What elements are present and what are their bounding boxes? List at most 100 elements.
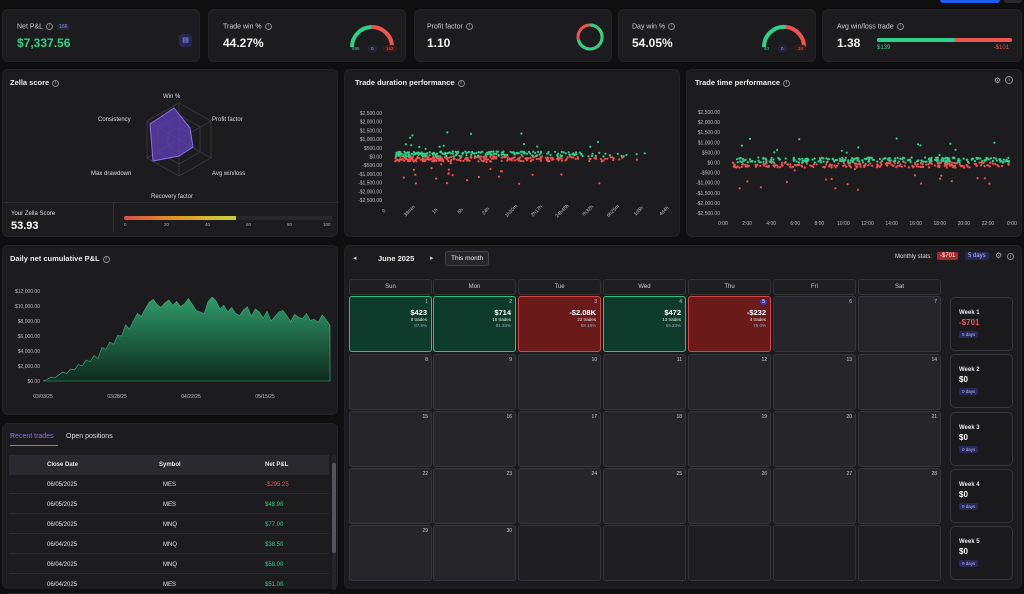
table-row[interactable]: 06/04/2025 MNQ $38.50: [9, 535, 329, 554]
week-days-badge: 0 days: [959, 503, 979, 510]
calendar-day[interactable]: 7: [858, 296, 941, 352]
week-summary[interactable]: Week 2 $0 0 days: [950, 354, 1013, 408]
info-icon[interactable]: i: [102, 255, 110, 263]
scatter-point: [861, 159, 864, 162]
scatter-point: [920, 162, 923, 165]
scatter-point: [518, 159, 521, 162]
scatter-point: [922, 160, 925, 163]
scatter-point: [776, 148, 779, 152]
scatter-point: [567, 151, 570, 154]
scatter-point: [523, 152, 526, 155]
calendar-day[interactable]: 5 -$232 4 trades 75.0%: [688, 296, 771, 352]
next-month-icon[interactable]: ▸: [430, 255, 434, 262]
calendar-day[interactable]: 1 $423 8 trades 87.5%: [349, 296, 432, 352]
calendar-day[interactable]: 18: [603, 411, 686, 467]
scatter-point: [917, 165, 920, 168]
top-menu-button[interactable]: [1004, 0, 1022, 3]
scatter-point: [522, 160, 525, 163]
info-icon[interactable]: i: [1005, 76, 1013, 84]
scatter-point: [480, 159, 483, 162]
calendar-day[interactable]: 21: [858, 411, 941, 467]
scatter-point: [989, 157, 993, 160]
info-icon[interactable]: i: [465, 23, 473, 30]
week-summary[interactable]: Week 1 -$701 5 days: [950, 297, 1013, 351]
info-icon[interactable]: i: [896, 23, 904, 30]
scatter-point: [812, 165, 815, 169]
calendar-day[interactable]: 27: [773, 468, 856, 524]
scatter-point: [453, 158, 456, 161]
info-icon[interactable]: i: [668, 23, 676, 30]
calendar-day[interactable]: 29: [349, 525, 432, 581]
tab-open-positions[interactable]: Open positions: [66, 433, 113, 440]
table-row[interactable]: 06/05/2025 MNQ $77.00: [9, 515, 329, 534]
scatter-point: [427, 158, 431, 161]
scatter-point: [759, 164, 762, 167]
table-scrollbar[interactable]: [332, 455, 336, 590]
scatter-point: [425, 154, 428, 157]
info-icon[interactable]: i: [52, 79, 60, 87]
calendar-day[interactable]: 30: [433, 525, 516, 581]
scatter-point: [849, 159, 852, 162]
scatter-point: [477, 160, 480, 163]
calendar-day[interactable]: 24: [518, 468, 601, 524]
info-icon[interactable]: i: [1007, 253, 1014, 260]
week-summary[interactable]: Week 4 $0 0 days: [950, 469, 1013, 523]
scatter-point: [643, 152, 646, 155]
calendar-day[interactable]: 19: [688, 411, 771, 467]
this-month-button[interactable]: This month: [445, 251, 490, 266]
week-summary[interactable]: Week 5 $0 0 days: [950, 526, 1013, 580]
x-tick-label: 03/28/25: [107, 394, 127, 400]
scatter-point: [979, 157, 982, 160]
info-icon[interactable]: i: [46, 23, 54, 30]
calendar-day[interactable]: 2 $714 16 trades 81.33%: [433, 296, 516, 352]
calendar-day[interactable]: 6: [773, 296, 856, 352]
calendar-day[interactable]: 17: [518, 411, 601, 467]
calendar-day[interactable]: 28: [858, 468, 941, 524]
calendar-day[interactable]: 16: [433, 411, 516, 467]
calendar-day[interactable]: 8: [349, 354, 432, 410]
table-row[interactable]: 06/04/2025 MNQ $58.00: [9, 555, 329, 574]
avg-wl-value: 1.38: [837, 36, 861, 50]
scatter-point: [943, 157, 946, 160]
scatter-point: [896, 164, 899, 167]
calendar-day[interactable]: 20: [773, 411, 856, 467]
info-icon[interactable]: i: [783, 79, 791, 87]
calendar-day[interactable]: 13: [773, 354, 856, 410]
calendar-day[interactable]: 26: [688, 468, 771, 524]
scatter-point: [835, 164, 839, 167]
calendar-day[interactable]: 23: [433, 468, 516, 524]
table-row[interactable]: 06/05/2025 MES $48.90: [9, 495, 329, 514]
week-summary[interactable]: Week 3 $0 0 days: [950, 412, 1013, 466]
calendar-day[interactable]: 25: [603, 468, 686, 524]
calendar-day[interactable]: 22: [349, 468, 432, 524]
calendar-day[interactable]: 12: [688, 354, 771, 410]
calculator-icon[interactable]: ▤: [179, 34, 192, 47]
col-close-date[interactable]: Close Date: [47, 462, 79, 468]
calendar-day[interactable]: 4 $472 13 trades 69.23%: [603, 296, 686, 352]
trade-time-card: Trade time performance i ⚙ i $2,500.00 $2,…: [686, 69, 1022, 237]
calendar-day[interactable]: 3 -$2.08K 22 trades 58.18%: [518, 296, 601, 352]
scatter-point: [464, 157, 467, 160]
scatter-point: [406, 151, 409, 154]
col-net-pnl[interactable]: Net P&L: [265, 462, 289, 468]
col-symbol[interactable]: Symbol: [159, 462, 181, 468]
info-icon[interactable]: i: [264, 23, 272, 30]
settings-icon[interactable]: ⚙: [993, 76, 1001, 85]
tab-recent-trades[interactable]: Recent trades: [10, 433, 54, 440]
calendar-day[interactable]: 14: [858, 354, 941, 410]
top-action-button[interactable]: [940, 0, 1000, 3]
x-tick-label: 0:00: [718, 221, 728, 227]
table-row[interactable]: 06/05/2025 MES -$295.25: [9, 475, 329, 494]
scatter-point: [976, 157, 979, 160]
prev-month-icon[interactable]: ◂: [353, 255, 357, 262]
calendar-day[interactable]: 15: [349, 411, 432, 467]
table-header: Close Date Symbol Net P&L: [9, 455, 329, 475]
calendar-day[interactable]: 10: [518, 354, 601, 410]
table-row[interactable]: 06/04/2025 MES $51.00: [9, 575, 329, 594]
trade-symbol: MES: [163, 582, 177, 588]
day-pct: 81.33%: [495, 323, 511, 328]
calendar-day[interactable]: 9: [433, 354, 516, 410]
calendar-day[interactable]: 11: [603, 354, 686, 410]
info-icon[interactable]: i: [457, 79, 465, 87]
settings-icon[interactable]: ⚙: [995, 251, 1003, 260]
